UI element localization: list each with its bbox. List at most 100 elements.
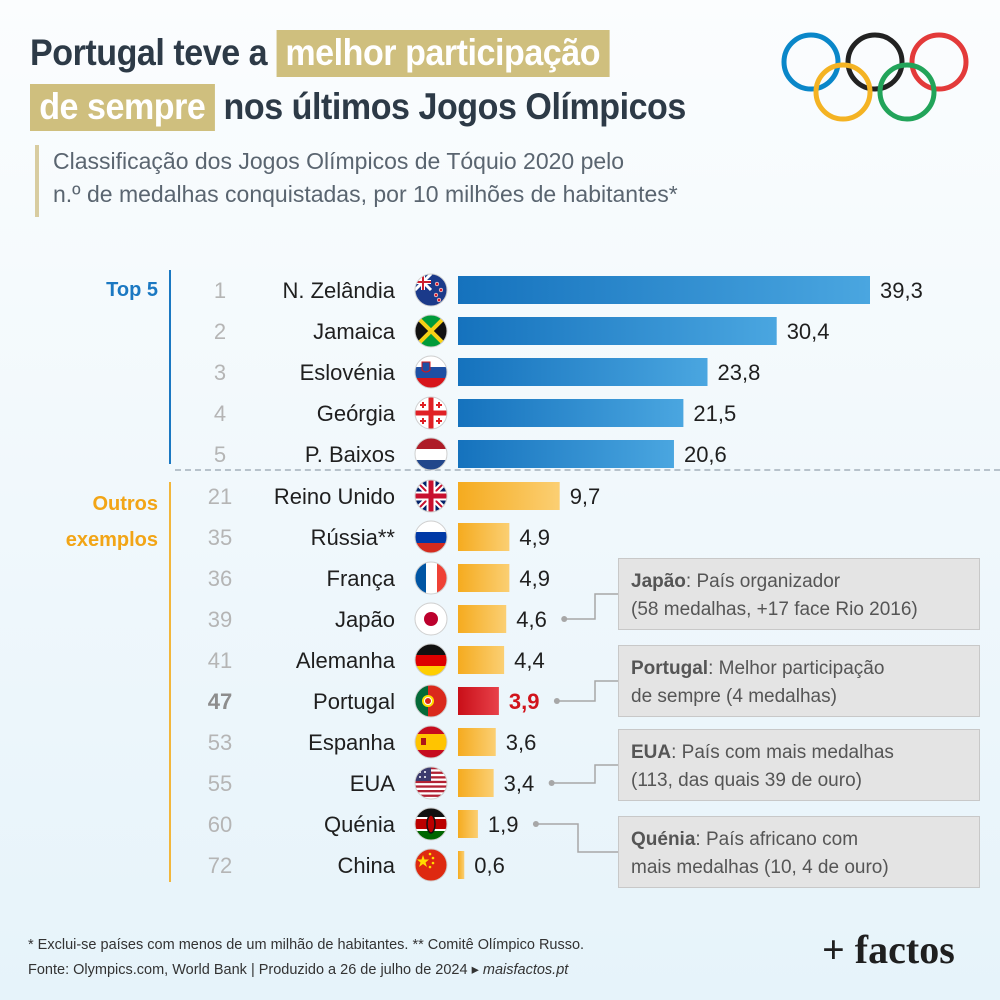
country-label: P. Baixos — [305, 442, 395, 467]
rank-label: 3 — [214, 360, 226, 385]
rank-label: 2 — [214, 319, 226, 344]
portugal-flag-icon — [414, 684, 448, 718]
callout-portugal: Portugal: Melhor participação de sempre … — [618, 645, 980, 717]
group-label-others: Outros exemplos — [65, 493, 158, 551]
value-label: 39,3 — [880, 278, 923, 303]
bar — [458, 523, 510, 551]
callout-usa-text2: (113, das quais 39 de ouro) — [631, 770, 862, 791]
value-label: 30,4 — [787, 319, 830, 344]
callout-kenya-text1: : País africano com — [695, 829, 859, 850]
connector-dot — [532, 821, 539, 827]
rank-label: 21 — [208, 484, 232, 509]
japan-flag-icon — [414, 602, 448, 636]
title-line-2: de sempre nos últimos Jogos Olímpicos — [30, 84, 687, 131]
group-bracket-others — [169, 482, 171, 882]
country-label: Rússia** — [311, 525, 396, 550]
rank-label: 35 — [208, 525, 232, 550]
value-label: 3,9 — [509, 689, 540, 714]
bar — [458, 317, 777, 345]
country-label: Portugal — [313, 689, 395, 714]
bar — [458, 851, 465, 879]
rank-label: 41 — [208, 648, 232, 673]
value-label: 3,6 — [506, 730, 537, 755]
value-label: 4,9 — [519, 525, 550, 550]
rank-label: 36 — [208, 566, 232, 591]
bar — [458, 769, 494, 797]
rank-label: 47 — [208, 689, 232, 714]
title-highlight-2: de sempre — [30, 84, 215, 131]
rank-label: 5 — [214, 442, 226, 467]
country-label: Quénia — [324, 812, 396, 837]
value-label: 23,8 — [718, 360, 761, 385]
callout-portugal-bold: Portugal — [631, 658, 709, 679]
callout-connector — [556, 680, 618, 702]
value-label: 9,7 — [570, 484, 601, 509]
value-label: 4,4 — [514, 648, 545, 673]
subtitle-line-2: n.º de medalhas conquistadas, por 10 mil… — [53, 181, 678, 207]
rank-label: 60 — [208, 812, 232, 837]
title-line-1: Portugal teve a melhor participação — [30, 30, 610, 77]
country-label: Reino Unido — [274, 484, 395, 509]
callout-usa-bold: EUA — [631, 742, 672, 763]
country-label: China — [338, 853, 396, 878]
callout-portugal-text1: : Melhor participação — [708, 658, 885, 679]
value-label: 1,9 — [488, 812, 519, 837]
group-divider — [175, 469, 1000, 471]
nz-flag-icon — [414, 273, 448, 307]
usa-flag-icon — [414, 766, 448, 800]
spain-flag-icon — [414, 725, 448, 759]
connector-dot — [553, 698, 560, 704]
subtitle: Classificação dos Jogos Olímpicos de Tóq… — [35, 145, 813, 217]
jamaica-flag-icon — [414, 314, 448, 348]
olympic-rings-icon — [781, 32, 969, 122]
callout-kenya-bold: Quénia — [631, 829, 696, 850]
value-label: 20,6 — [684, 442, 727, 467]
rank-label: 39 — [208, 607, 232, 632]
callout-japan-text1: : País organizador — [685, 571, 841, 592]
callout-japan-bold: Japão — [631, 571, 686, 592]
bar — [458, 564, 510, 592]
title-plain-1: Portugal teve a — [30, 32, 268, 73]
germany-flag-icon — [414, 643, 448, 677]
callout-usa-text1: : País com mais medalhas — [671, 742, 894, 763]
callout-portugal-text2: de sempre (4 medalhas) — [631, 686, 837, 707]
country-label: Eslovénia — [300, 360, 396, 385]
country-label: Japão — [335, 607, 395, 632]
georgia-flag-icon — [414, 396, 448, 430]
bar — [458, 440, 674, 468]
value-label: 21,5 — [693, 401, 736, 426]
country-label: Jamaica — [313, 319, 396, 344]
group-label-top5: Top 5 — [106, 279, 158, 301]
france-flag-icon — [414, 561, 448, 595]
brand-logo: + factos — [822, 927, 955, 972]
country-label: Geórgia — [317, 401, 396, 426]
rank-label: 1 — [214, 278, 226, 303]
bar — [458, 276, 870, 304]
value-label: 0,6 — [474, 853, 505, 878]
title-plain-2: nos últimos Jogos Olímpicos — [223, 86, 687, 127]
country-label: Espanha — [308, 730, 396, 755]
callout-connector — [535, 823, 618, 853]
netherlands-flag-icon — [414, 437, 448, 471]
callout-japan: Japão: País organizador (58 medalhas, +1… — [618, 558, 980, 630]
callout-kenya-text2: mais medalhas (10, 4 de ouro) — [631, 857, 889, 878]
rank-label: 72 — [208, 853, 232, 878]
bar — [458, 358, 708, 386]
country-label: N. Zelândia — [282, 278, 395, 303]
footnote-site-link[interactable]: maisfactos.pt — [482, 962, 569, 978]
bar — [458, 605, 507, 633]
callout-kenya: Quénia: País africano com mais medalhas … — [618, 816, 980, 888]
bar — [458, 728, 496, 756]
rank-label: 53 — [208, 730, 232, 755]
bar — [458, 482, 560, 510]
bar — [458, 399, 684, 427]
kenya-flag-icon — [414, 807, 448, 841]
callout-connector — [564, 593, 618, 620]
china-flag-icon — [414, 848, 448, 882]
callout-japan-text2: (58 medalhas, +17 face Rio 2016) — [631, 599, 918, 620]
value-label: 3,4 — [504, 771, 535, 796]
connector-dot — [548, 780, 555, 786]
bar — [458, 646, 505, 674]
footnote-2: Fonte: Olympics.com, World Bank | Produz… — [28, 962, 568, 978]
value-label: 4,9 — [519, 566, 550, 591]
